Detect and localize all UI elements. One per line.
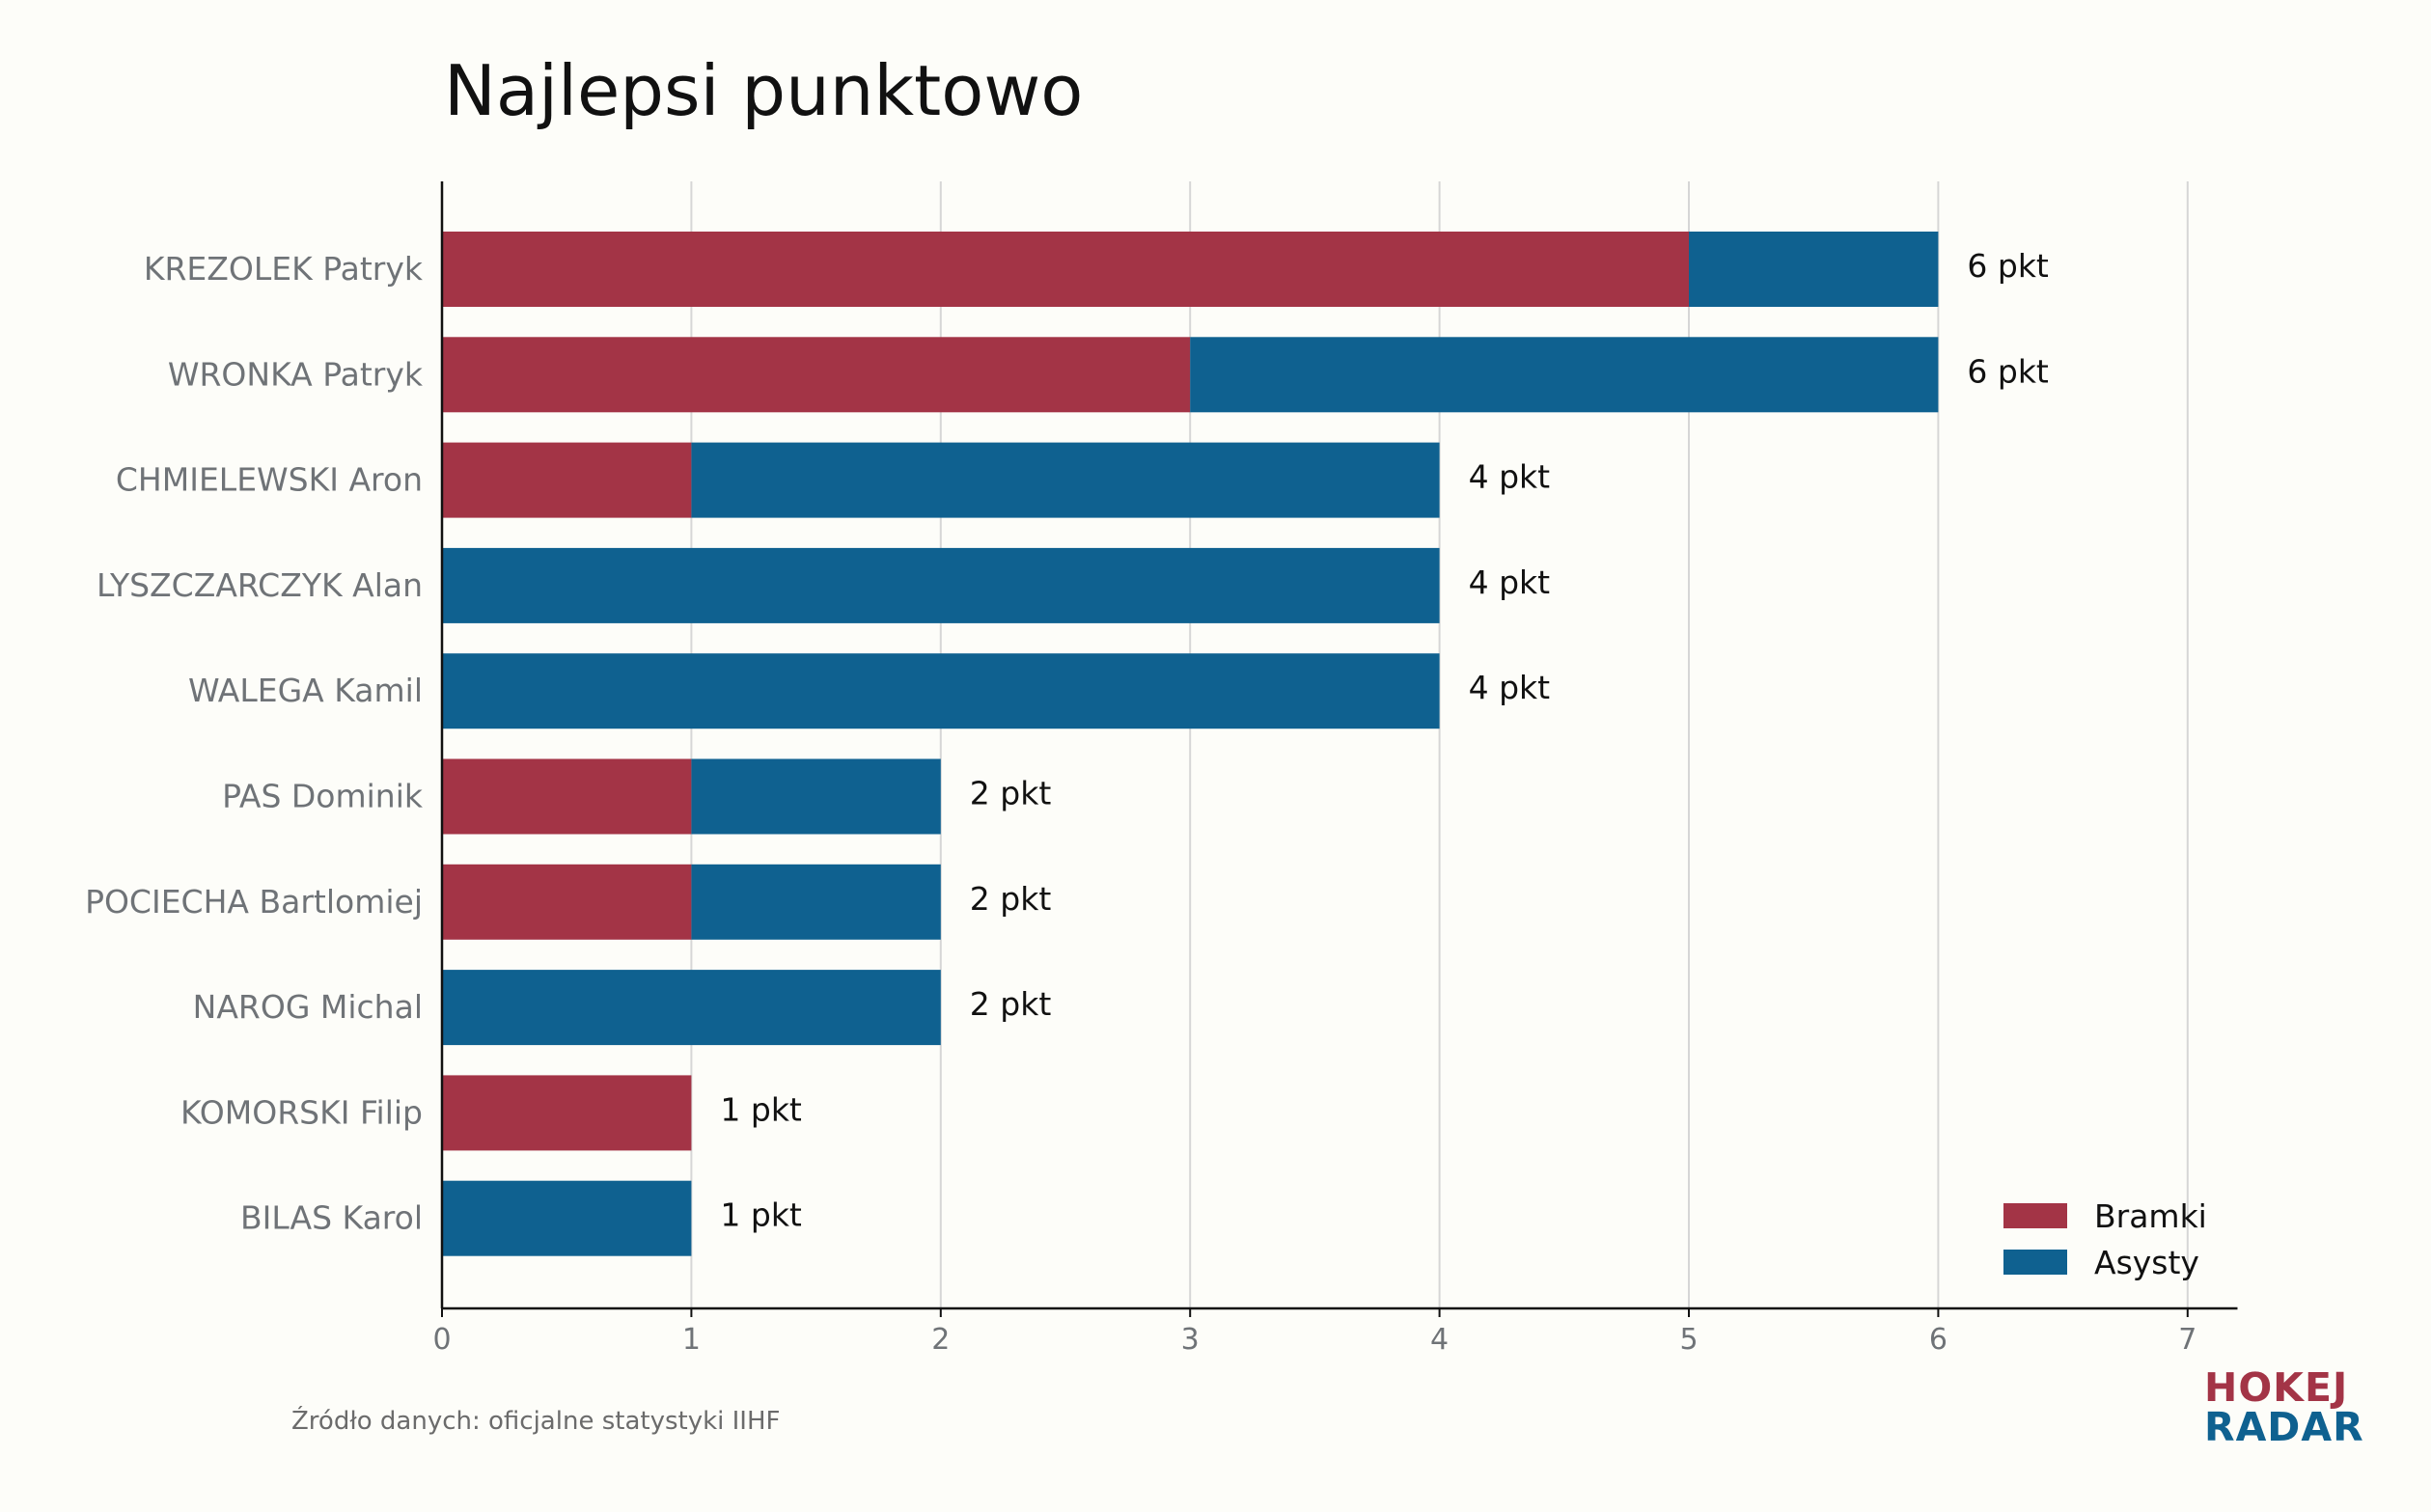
data-label-9: 1 pkt [720, 1196, 802, 1234]
bar-goals-1 [442, 337, 1191, 413]
hokej-radar-logo: HOKEJ RADAR [2204, 1368, 2364, 1447]
category-label-7: NAROG Michal [193, 988, 423, 1026]
data-label-3: 4 pkt [1469, 564, 1551, 601]
bar-assists-1 [1190, 337, 1939, 413]
x-tick-label-6: 6 [1929, 1323, 1948, 1357]
bar-assists-2 [691, 442, 1440, 518]
source-note: Źródło danych: oficjalne statystyki IIHF [291, 1407, 781, 1436]
category-label-3: LYSZCZARCZYK Alan [97, 566, 423, 604]
axes [440, 181, 2238, 1317]
legend: Bramki Asysty [2003, 1193, 2207, 1285]
bar-assists-5 [691, 758, 941, 835]
category-label-2: CHMIELEWSKI Aron [116, 461, 423, 499]
x-tick-label-5: 5 [1679, 1323, 1698, 1357]
data-label-6: 2 pkt [970, 880, 1052, 918]
bar-assists-0 [1689, 232, 1939, 307]
x-tick-label-7: 7 [2178, 1323, 2196, 1357]
bar-goals-8 [442, 1075, 692, 1151]
bar-goals-6 [442, 864, 692, 940]
bar-assists-7 [442, 970, 941, 1046]
bar-assists-6 [691, 864, 941, 940]
category-label-4: WALEGA Kamil [188, 672, 423, 709]
x-tick-label-1: 1 [682, 1323, 701, 1357]
chart-title: Najlepsi punktowo [444, 50, 1084, 131]
bar-goals-5 [442, 758, 692, 835]
legend-label-assists: Asysty [2094, 1243, 2199, 1281]
data-label-4: 4 pkt [1469, 669, 1551, 706]
data-label-1: 6 pkt [1967, 352, 2049, 390]
category-label-5: PAS Dominik [222, 778, 424, 815]
legend-item-assists: Asysty [2003, 1239, 2207, 1285]
x-tick-label-0: 0 [432, 1323, 451, 1357]
bar-goals-2 [442, 442, 692, 518]
data-label-8: 1 pkt [720, 1090, 802, 1128]
x-tick-label-4: 4 [1430, 1323, 1449, 1357]
data-label-2: 4 pkt [1469, 458, 1551, 496]
labels: 0 1 2 3 4 5 6 7 KREZOLEK Patryk 6 pkt WRONKA Patry… [85, 247, 2196, 1357]
logo-line-1: HOKEJ [2204, 1364, 2349, 1411]
category-label-9: BILAS Karol [240, 1199, 423, 1237]
legend-swatch-assists [2003, 1250, 2067, 1275]
bar-assists-9 [442, 1180, 692, 1256]
category-label-8: KOMORSKI Filip [180, 1093, 423, 1131]
category-label-0: KREZOLEK Patryk [144, 250, 424, 288]
legend-swatch-goals [2003, 1203, 2067, 1228]
bar-assists-4 [442, 653, 1440, 729]
data-label-7: 2 pkt [970, 985, 1052, 1023]
x-tick-label-3: 3 [1181, 1323, 1200, 1357]
x-tick-label-2: 2 [931, 1323, 950, 1357]
legend-label-goals: Bramki [2094, 1196, 2207, 1235]
bar-goals-0 [442, 232, 1689, 307]
legend-item-goals: Bramki [2003, 1193, 2207, 1239]
data-label-0: 6 pkt [1967, 247, 2049, 285]
category-label-6: POCIECHA Bartlomiej [85, 883, 423, 921]
data-label-5: 2 pkt [970, 775, 1052, 812]
bar-assists-3 [442, 547, 1440, 623]
logo-line-2: RADAR [2204, 1404, 2364, 1450]
bars [442, 232, 1939, 1256]
category-label-1: WRONKA Patryk [168, 355, 424, 393]
